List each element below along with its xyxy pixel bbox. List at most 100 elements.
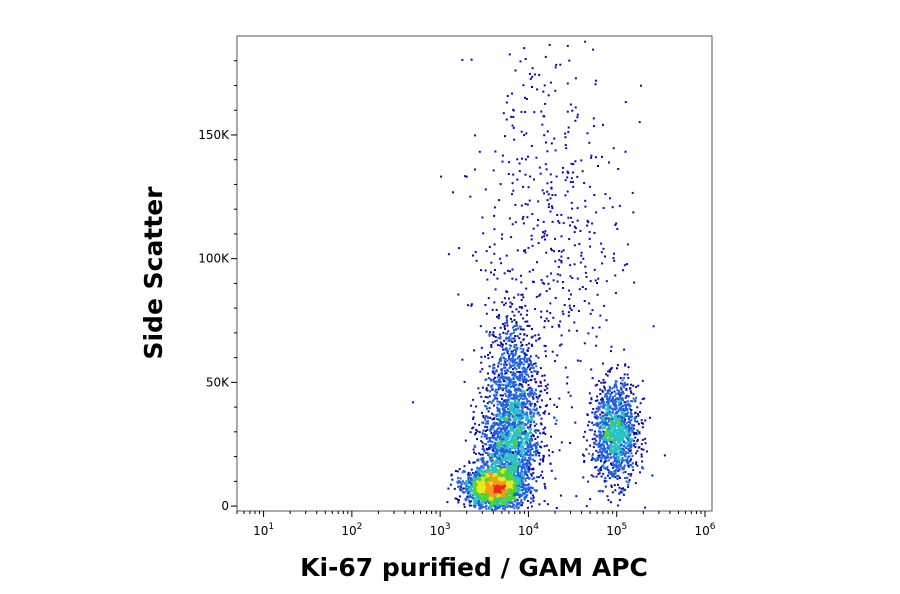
- data-point: [524, 479, 527, 482]
- data-point: [500, 375, 503, 378]
- data-point: [472, 448, 475, 451]
- data-point: [518, 423, 521, 426]
- data-point: [496, 449, 499, 452]
- data-point: [601, 465, 604, 468]
- data-point: [501, 500, 504, 503]
- data-point: [487, 448, 490, 451]
- data-point: [485, 507, 488, 510]
- data-point: [483, 476, 486, 479]
- data-point: [508, 418, 511, 421]
- data-point: [621, 397, 624, 400]
- data-point: [483, 435, 486, 438]
- data-point: [535, 450, 537, 452]
- data-point: [492, 480, 495, 483]
- data-point: [501, 449, 504, 452]
- data-point: [606, 495, 609, 498]
- data-point: [473, 461, 476, 464]
- data-point: [530, 454, 533, 457]
- data-point: [505, 433, 508, 436]
- data-point: [499, 464, 502, 466]
- data-point: [511, 447, 514, 450]
- data-point: [502, 375, 505, 378]
- data-point: [479, 489, 482, 492]
- data-point: [485, 387, 488, 390]
- data-point: [478, 504, 481, 507]
- data-point: [517, 467, 519, 470]
- data-point: [509, 379, 512, 382]
- data-point: [469, 431, 472, 434]
- data-point: [472, 472, 475, 475]
- data-point: [500, 487, 503, 490]
- data-point: [518, 414, 521, 417]
- data-point: [510, 455, 513, 457]
- data-point: [549, 462, 552, 465]
- data-point: [591, 411, 594, 414]
- data-point: [477, 500, 480, 502]
- data-point: [522, 433, 525, 435]
- data-point: [472, 416, 475, 419]
- data-point: [625, 394, 628, 397]
- data-point: [472, 418, 474, 420]
- data-point: [504, 506, 507, 509]
- data-point: [540, 440, 543, 443]
- data-point: [497, 365, 500, 368]
- data-point: [499, 403, 502, 406]
- data-point: [504, 400, 507, 403]
- data-point: [501, 427, 504, 430]
- data-point: [477, 476, 480, 479]
- data-point: [491, 481, 494, 484]
- data-point: [624, 363, 627, 366]
- data-point: [521, 406, 523, 409]
- data-point: [493, 404, 495, 407]
- data-point: [479, 325, 482, 328]
- data-point: [499, 449, 502, 452]
- data-point: [639, 411, 641, 413]
- data-point: [504, 454, 507, 457]
- data-point: [608, 449, 611, 452]
- data-point: [533, 489, 536, 491]
- data-point: [530, 446, 533, 449]
- data-point: [474, 486, 477, 488]
- data-point: [517, 420, 520, 423]
- data-point: [621, 453, 624, 456]
- data-point: [500, 369, 503, 372]
- data-point: [496, 486, 499, 489]
- data-point: [484, 462, 487, 465]
- data-point: [514, 408, 517, 411]
- data-point: [515, 308, 518, 311]
- data-point: [503, 359, 506, 362]
- data-point: [530, 416, 533, 419]
- data-point: [516, 484, 519, 487]
- data-point: [512, 417, 515, 420]
- data-point: [528, 489, 531, 492]
- data-point: [626, 412, 629, 415]
- data-point: [526, 366, 529, 369]
- data-point: [506, 349, 509, 352]
- data-point: [468, 488, 471, 491]
- data-point: [485, 499, 488, 502]
- data-point: [485, 469, 487, 472]
- data-point: [505, 464, 508, 467]
- data-point: [480, 435, 483, 438]
- data-point: [512, 430, 515, 433]
- data-point: [485, 415, 488, 418]
- data-point: [501, 353, 504, 356]
- data-point: [527, 379, 529, 382]
- data-point: [512, 358, 515, 361]
- data-point: [623, 381, 626, 384]
- data-point: [504, 392, 507, 395]
- data-point: [531, 447, 533, 450]
- data-point: [484, 418, 487, 421]
- data-point: [503, 297, 506, 300]
- data-point: [503, 366, 506, 369]
- data-point: [506, 359, 509, 362]
- data-point: [493, 441, 496, 444]
- data-point: [506, 421, 509, 424]
- data-point: [541, 470, 544, 473]
- data-point: [502, 409, 505, 412]
- data-point: [510, 480, 513, 482]
- data-point: [523, 391, 526, 394]
- data-point: [527, 432, 530, 435]
- data-point: [508, 391, 511, 394]
- data-point: [487, 372, 489, 375]
